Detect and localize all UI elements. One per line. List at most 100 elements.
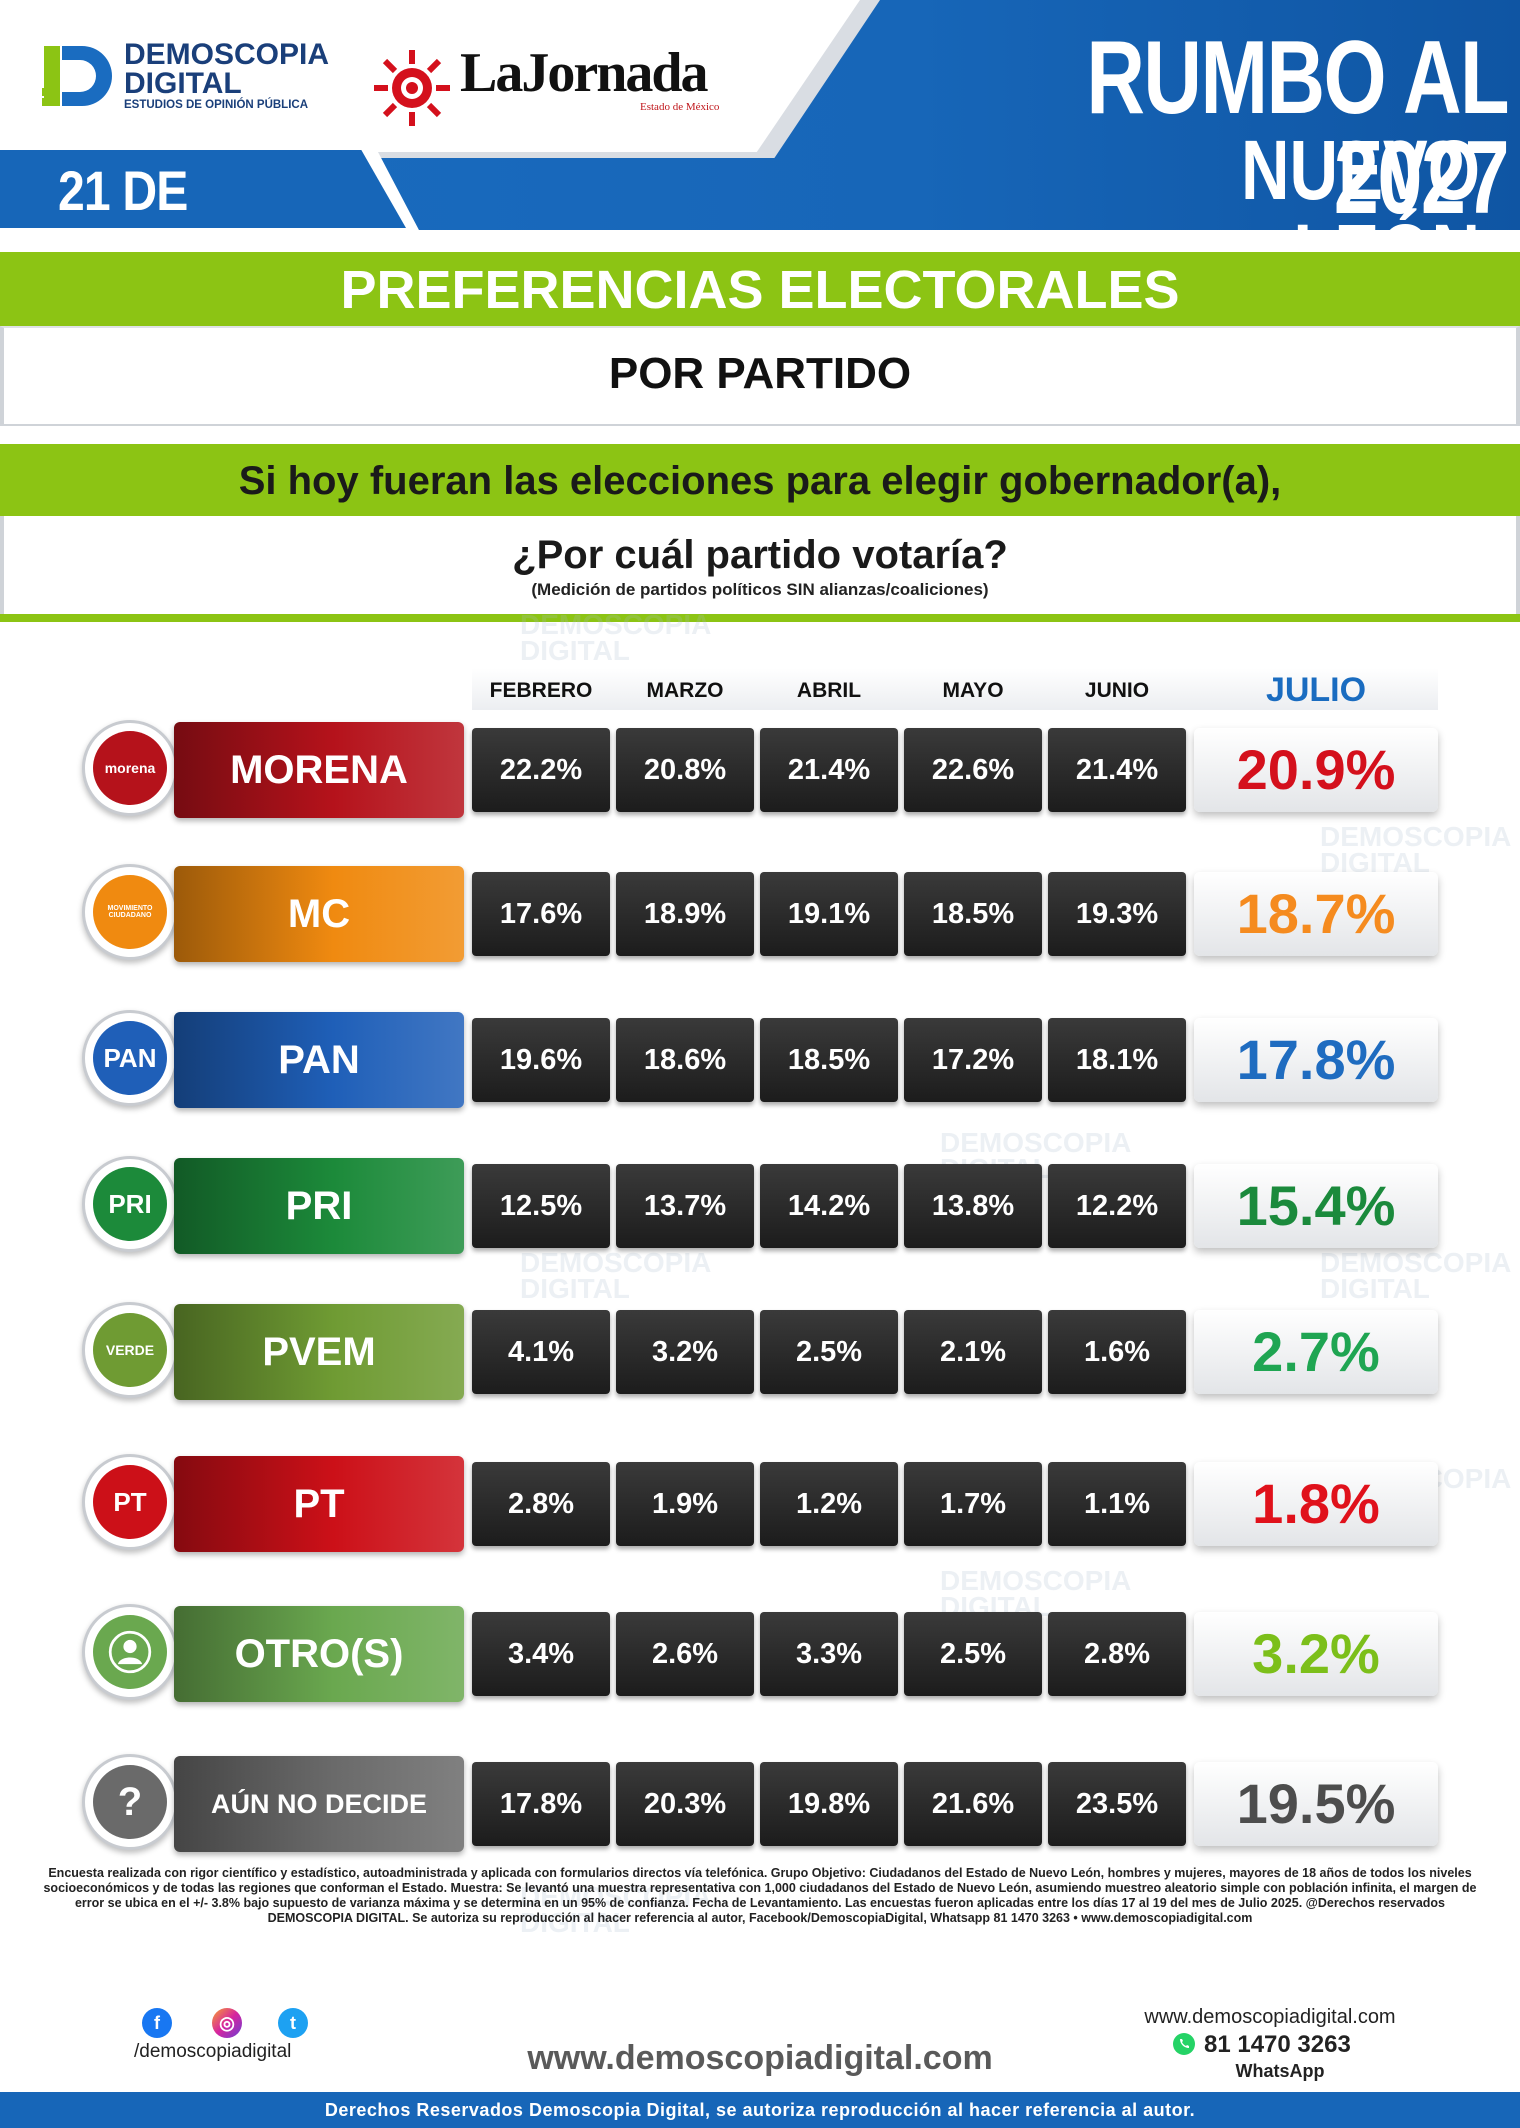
pri-value-abril: 14.2% <box>760 1164 898 1248</box>
morena-value-julio: 20.9% <box>1194 728 1438 812</box>
person-icon <box>108 1630 152 1674</box>
mc-logo-disc: MOVIMIENTO CIUDADANO <box>93 875 167 949</box>
question-line1: Si hoy fueran las elecciones para elegir… <box>238 459 1282 503</box>
pvem-value-abril: 2.5% <box>760 1310 898 1394</box>
pvem-logo-disc: VERDE <box>93 1313 167 1387</box>
mc-logo-text: MOVIMIENTO CIUDADANO <box>107 905 153 919</box>
footer-phone[interactable]: 81 1470 3263 <box>1170 2030 1420 2060</box>
pt-logo-icon: PT <box>82 1454 178 1550</box>
a-n-no-decide-logo-icon: ? <box>82 1754 178 1850</box>
morena-logo-disc: morena <box>93 731 167 805</box>
a-n-no-decide-value-mayo: 21.6% <box>904 1762 1042 1846</box>
pvem-value-junio: 1.6% <box>1048 1310 1186 1394</box>
pt-value-julio: 1.8% <box>1194 1462 1438 1546</box>
morena-value-mayo: 22.6% <box>904 728 1042 812</box>
pvem-value-julio: 2.7% <box>1194 1310 1438 1394</box>
instagram-icon[interactable]: ◎ <box>212 2008 242 2038</box>
pt-value-mayo: 1.7% <box>904 1462 1042 1546</box>
pan-value-mayo: 17.2% <box>904 1018 1042 1102</box>
pan-name-label: PAN <box>174 1012 464 1108</box>
pri-value-julio: 15.4% <box>1194 1164 1438 1248</box>
month-header-mayo: MAYO <box>942 679 1004 702</box>
pan-logo-icon: PAN <box>82 1010 178 1106</box>
headline-state: NUEVO LEÓN <box>1241 123 1480 296</box>
pan-value-julio: 17.8% <box>1194 1018 1438 1102</box>
otro-s-value-mayo: 2.5% <box>904 1612 1042 1696</box>
otro-s-name-label: OTRO(S) <box>174 1606 464 1702</box>
pvem-value-febrero: 4.1% <box>472 1310 610 1394</box>
pan-logo-disc: PAN <box>93 1021 167 1095</box>
mc-value-junio: 19.3% <box>1048 872 1186 956</box>
watermark-line2: DIGITAL <box>520 1273 630 1304</box>
month-header-junio: JUNIO <box>1084 679 1150 702</box>
report-date: 21 DE JULIO <box>58 159 196 288</box>
pt-logo-text: PT <box>113 1487 147 1517</box>
twitter-icon[interactable]: t <box>278 2008 308 2038</box>
mc-logo-icon: MOVIMIENTO CIUDADANO <box>82 864 178 960</box>
otro-s-value-julio: 3.2% <box>1194 1612 1438 1696</box>
facebook-icon[interactable]: f <box>142 2008 172 2038</box>
social-handle[interactable]: /demoscopiadigital <box>134 2041 292 2062</box>
watermark-line2: DIGITAL <box>1320 1273 1430 1304</box>
mc-value-febrero: 17.6% <box>472 872 610 956</box>
pri-value-febrero: 12.5% <box>472 1164 610 1248</box>
mc-value-abril: 19.1% <box>760 872 898 956</box>
logo-name-line1: DEMOSCOPIA <box>124 38 330 71</box>
date-tab <box>0 150 406 228</box>
mc-value-marzo: 18.9% <box>616 872 754 956</box>
otro-s-logo-icon <box>82 1604 178 1700</box>
watermark-line1: DEMOSCOPIA <box>940 1127 1132 1158</box>
footer-site[interactable]: www.demoscopiadigital.com <box>1144 2006 1396 2028</box>
pri-value-junio: 12.2% <box>1048 1164 1186 1248</box>
otro-s-value-junio: 2.8% <box>1048 1612 1186 1696</box>
morena-value-abril: 21.4% <box>760 728 898 812</box>
pvem-logo-text: VERDE <box>105 1342 155 1358</box>
phone-number: 81 1470 3263 <box>1204 2031 1351 2058</box>
morena-name-label: MORENA <box>174 722 464 818</box>
pvem-value-mayo: 2.1% <box>904 1310 1042 1394</box>
morena-value-marzo: 20.8% <box>616 728 754 812</box>
footer-website-link[interactable]: www.demoscopiadigital.com <box>527 2039 993 2077</box>
a-n-no-decide-value-julio: 19.5% <box>1194 1762 1438 1846</box>
otro-s-logo-disc <box>93 1615 167 1689</box>
pt-logo-disc: PT <box>93 1465 167 1539</box>
pan-value-febrero: 19.6% <box>472 1018 610 1102</box>
question-note: (Medición de partidos políticos SIN alia… <box>531 580 989 599</box>
lajornada-logo-subtitle: Estado de México <box>640 101 720 113</box>
pri-value-mayo: 13.8% <box>904 1164 1042 1248</box>
logo-name-line2: DIGITAL <box>124 67 242 100</box>
watermark-line1: DEMOSCOPIA <box>1320 821 1512 852</box>
pt-value-abril: 1.2% <box>760 1462 898 1546</box>
pvem-value-marzo: 3.2% <box>616 1310 754 1394</box>
pt-value-marzo: 1.9% <box>616 1462 754 1546</box>
headline-title: RUMBO AL 2027 <box>1086 20 1509 236</box>
section-subtitle-box <box>0 326 1520 426</box>
question-bottom-rule <box>0 614 1520 622</box>
morena-logo-text: morena <box>104 760 156 776</box>
otro-s-value-abril: 3.3% <box>760 1612 898 1696</box>
a-n-no-decide-logo-text: ? <box>117 1780 143 1824</box>
watermark-line2: DIGITAL <box>520 635 630 666</box>
methodology-note: Encuesta realizada con rigor científico … <box>43 1866 1477 1925</box>
pri-logo-disc: PRI <box>93 1167 167 1241</box>
mc-name-label: MC <box>174 866 464 962</box>
lajornada-logo-name: LaJornada <box>460 42 709 104</box>
morena-logo-icon: morena <box>82 720 178 816</box>
mc-value-julio: 18.7% <box>1194 872 1438 956</box>
month-header-abril: ABRIL <box>796 679 862 702</box>
pan-logo-text: PAN <box>103 1043 157 1073</box>
copyright-text: Derechos Reservados Demoscopia Digital, … <box>324 2100 1196 2120</box>
pt-value-febrero: 2.8% <box>472 1462 610 1546</box>
a-n-no-decide-name-label: AÚN NO DECIDE <box>174 1756 464 1852</box>
pri-name-label: PRI <box>174 1158 464 1254</box>
month-header-febrero: FEBRERO <box>489 679 593 702</box>
question-box <box>0 516 1520 616</box>
otro-s-value-febrero: 3.4% <box>472 1612 610 1696</box>
a-n-no-decide-value-febrero: 17.8% <box>472 1762 610 1846</box>
a-n-no-decide-logo-disc: ? <box>93 1765 167 1839</box>
demoscopia-logo-subtitle: ESTUDIOS DE OPINIÓN PÚBLICA <box>124 99 309 111</box>
watermark-line1: DEMOSCOPIA <box>940 1565 1132 1596</box>
